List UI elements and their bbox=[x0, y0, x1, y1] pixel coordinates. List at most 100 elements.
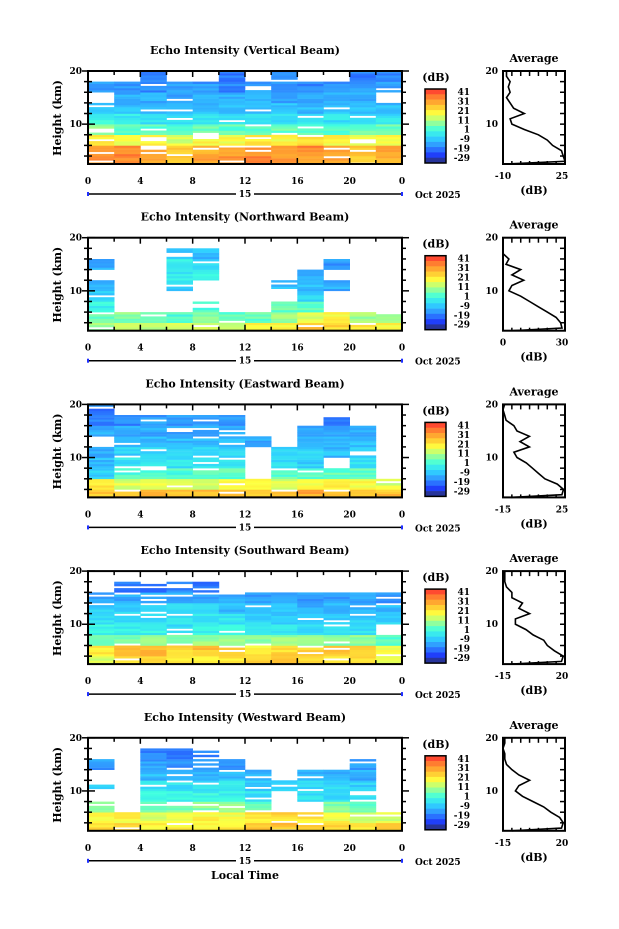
heatmap-cell bbox=[88, 786, 115, 790]
heatmap-cell bbox=[140, 805, 167, 809]
heatmap-cell bbox=[88, 132, 115, 135]
average-x-tick-label: -10 bbox=[495, 172, 511, 182]
heatmap-cell bbox=[140, 491, 167, 494]
heatmap-cell bbox=[323, 628, 350, 631]
heatmap-cell bbox=[375, 105, 403, 108]
heatmap-cell bbox=[297, 327, 324, 330]
heatmap-cell bbox=[297, 322, 324, 326]
heatmap-cell bbox=[192, 472, 220, 475]
heatmap-cell bbox=[88, 134, 115, 138]
heatmap-cell bbox=[166, 269, 193, 272]
heatmap-cell bbox=[88, 301, 115, 304]
heatmap-cell bbox=[349, 822, 377, 826]
heatmap-cell bbox=[166, 656, 193, 659]
heatmap-cell bbox=[349, 466, 377, 469]
heatmap-cell bbox=[349, 432, 377, 435]
colorbar-label: 11 bbox=[457, 283, 470, 293]
panel-title: Echo Intensity (Southward Beam) bbox=[141, 544, 350, 557]
heatmap-cell bbox=[166, 158, 193, 161]
heatmap-cell bbox=[218, 427, 246, 431]
heatmap-cell bbox=[323, 88, 350, 91]
average-y-tick-label: 20 bbox=[485, 234, 498, 244]
average-title: Average bbox=[508, 719, 558, 732]
heatmap-cell bbox=[218, 493, 246, 497]
heatmap-cell bbox=[323, 822, 350, 826]
heatmap-cell bbox=[375, 816, 403, 819]
heatmap-cell bbox=[166, 417, 193, 420]
heatmap-cell bbox=[140, 818, 167, 821]
heatmap-cell bbox=[245, 630, 272, 633]
heatmap-cell bbox=[271, 75, 298, 78]
heatmap-cell bbox=[297, 113, 324, 116]
heatmap-cell bbox=[375, 73, 403, 76]
heatmap-cell bbox=[218, 807, 246, 811]
heatmap-cell bbox=[271, 463, 298, 467]
colorbar-band bbox=[425, 141, 446, 148]
heatmap-cell bbox=[218, 797, 246, 800]
heatmap-cell bbox=[166, 130, 193, 133]
heatmap-cell bbox=[349, 457, 377, 460]
heatmap-cell bbox=[323, 786, 350, 790]
heatmap-cell bbox=[297, 613, 324, 616]
heatmap-cell bbox=[166, 113, 193, 116]
heatmap-cell bbox=[192, 767, 220, 770]
heatmap-cell bbox=[323, 795, 350, 798]
heatmap-cell bbox=[297, 314, 324, 317]
heatmap-cell bbox=[323, 282, 350, 285]
heatmap-cell bbox=[140, 756, 167, 760]
heatmap-cell bbox=[166, 598, 193, 602]
heatmap-cell bbox=[323, 119, 350, 123]
heatmap-cell bbox=[192, 273, 220, 277]
heatmap-cell bbox=[140, 88, 167, 91]
heatmap-cell bbox=[297, 641, 324, 644]
colorbar-label: 41 bbox=[457, 421, 470, 431]
heatmap-cell bbox=[323, 288, 350, 292]
heatmap-cell bbox=[271, 598, 298, 602]
heatmap-cell bbox=[140, 814, 167, 817]
heatmap-cell bbox=[323, 449, 350, 452]
heatmap-cell bbox=[323, 85, 350, 89]
heatmap-cell bbox=[192, 320, 220, 323]
heatmap-cell bbox=[297, 812, 324, 815]
heatmap-cell bbox=[375, 622, 403, 625]
panel-1: Echo Intensity (Northward Beam)2010Heigh… bbox=[51, 211, 568, 368]
heatmap-cell bbox=[218, 795, 246, 798]
colorbar-label: 31 bbox=[457, 97, 470, 107]
heatmap-cell bbox=[245, 816, 272, 819]
heatmap-cell bbox=[245, 113, 272, 116]
heatmap-cell bbox=[88, 316, 115, 319]
heatmap-cell bbox=[88, 280, 115, 283]
heatmap-cell bbox=[192, 463, 220, 467]
x-tick-label: 20 bbox=[343, 844, 356, 854]
heatmap-cell bbox=[166, 282, 193, 285]
colorbar-label: 41 bbox=[457, 255, 470, 265]
heatmap-cell bbox=[192, 453, 220, 456]
heatmap-cell bbox=[349, 784, 377, 787]
heatmap-cell bbox=[218, 765, 246, 768]
heatmap-cell bbox=[297, 156, 324, 159]
colorbar-band bbox=[425, 126, 446, 132]
colorbar-label: 11 bbox=[457, 450, 470, 460]
heatmap-cell bbox=[245, 651, 272, 655]
heatmap-cell bbox=[297, 303, 324, 306]
heatmap-cell bbox=[192, 149, 220, 153]
heatmap-cell bbox=[375, 651, 403, 655]
heatmap-cell bbox=[323, 316, 350, 319]
heatmap-cell bbox=[245, 639, 272, 642]
heatmap-cell bbox=[349, 109, 377, 112]
heatmap-cell bbox=[166, 94, 193, 97]
colorbar-title: (dB) bbox=[422, 71, 449, 84]
heatmap-cell bbox=[166, 156, 193, 159]
heatmap-cell bbox=[140, 446, 167, 450]
heatmap-cell bbox=[88, 607, 115, 610]
heatmap-cell bbox=[349, 639, 377, 642]
heatmap-cell bbox=[218, 799, 246, 802]
colorbar-label: -19 bbox=[454, 478, 470, 488]
heatmap-cell bbox=[297, 780, 324, 783]
average-profile-line bbox=[502, 237, 564, 332]
heatmap-cell bbox=[218, 149, 246, 153]
heatmap-cell bbox=[166, 782, 193, 785]
heatmap-cell bbox=[218, 658, 246, 661]
heatmap-cell bbox=[271, 476, 298, 480]
heatmap-cell bbox=[192, 141, 220, 144]
